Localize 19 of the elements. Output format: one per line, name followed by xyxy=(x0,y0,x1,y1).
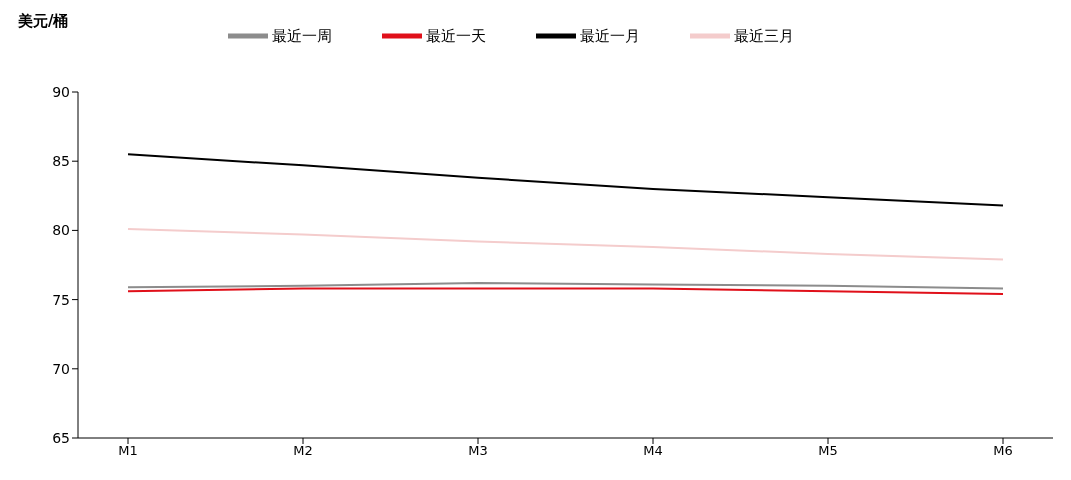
x-tick-label: M5 xyxy=(818,443,838,459)
y-tick-label: 80 xyxy=(52,222,70,239)
line-series xyxy=(127,153,1004,207)
line-series xyxy=(127,228,1004,261)
x-tick-label: M1 xyxy=(118,443,138,459)
y-tick-label: 75 xyxy=(52,291,70,308)
y-tick-label: 90 xyxy=(52,83,70,100)
y-tick-label: 85 xyxy=(52,153,70,170)
x-tick-label: M4 xyxy=(643,443,663,459)
y-tick-label: 65 xyxy=(52,429,70,446)
x-tick-label: M2 xyxy=(293,443,313,459)
x-tick-label: M6 xyxy=(993,443,1013,459)
x-tick-label: M3 xyxy=(468,443,488,459)
legend-label: 最近三月 xyxy=(733,26,794,45)
legend-label: 最近一周 xyxy=(271,26,332,45)
legend-label: 最近一天 xyxy=(425,26,486,45)
y-axis-title: 美元/桶 xyxy=(18,12,69,31)
y-tick-label: 70 xyxy=(52,360,70,377)
legend-label: 最近一月 xyxy=(579,26,640,45)
